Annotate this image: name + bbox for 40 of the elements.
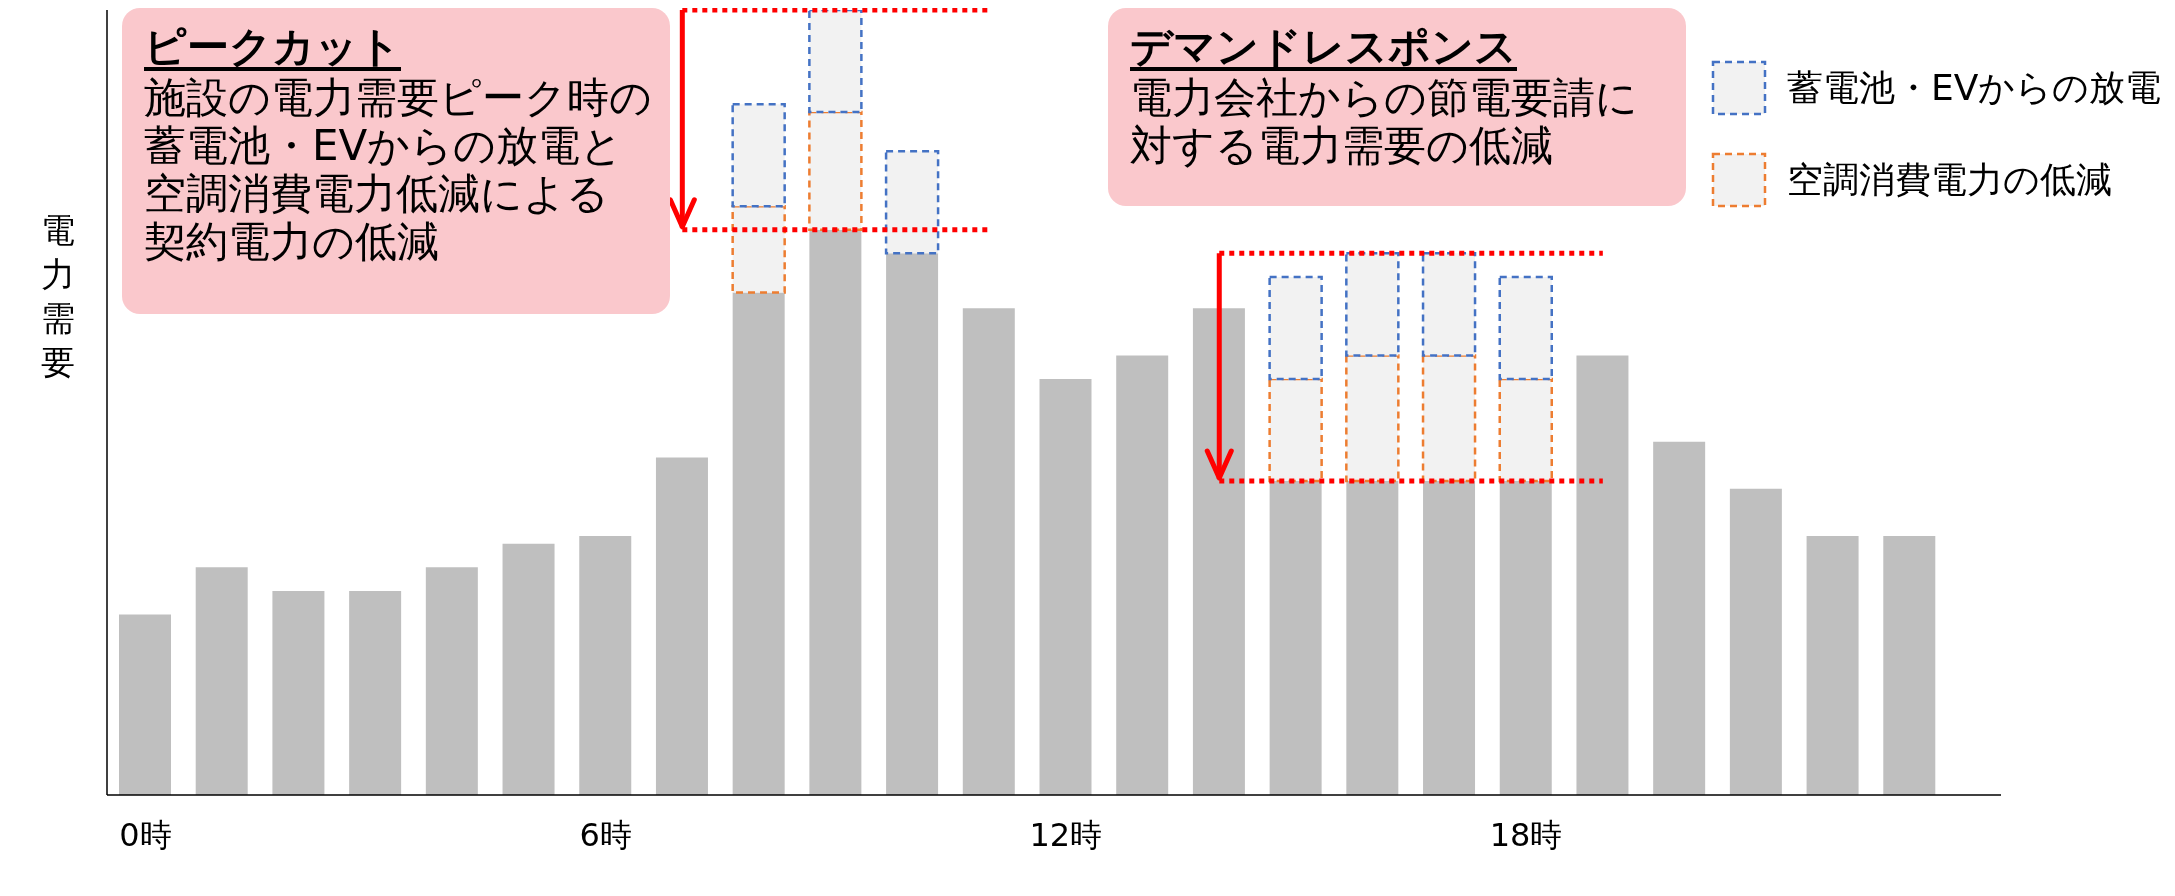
x-tick-label: 18時 (1489, 815, 1563, 854)
annotation: ピークカット (144, 21, 402, 73)
bar (272, 590, 325, 795)
bar (425, 567, 478, 795)
x-tick-label: 0時 (119, 815, 172, 854)
annotation: デマンドレスポンス (1130, 21, 1518, 73)
annotation: 対する電力需要の低減 (1130, 121, 1554, 170)
bar (655, 457, 708, 795)
bar (1346, 481, 1399, 795)
annotation: 蓄電池・EVからの放電と (144, 121, 625, 170)
bar (1729, 488, 1782, 795)
bar (1499, 481, 1552, 795)
bar (732, 292, 785, 795)
annotation: 空調消費電力低減による (144, 169, 610, 218)
x-tick-label: 6時 (579, 815, 632, 854)
legend-label: 蓄電池・EVからの放電 (1787, 65, 2162, 110)
bar (886, 253, 939, 795)
bar (1039, 378, 1092, 795)
annotation: 電力会社からの節電要請に (1130, 73, 1639, 122)
bar (1423, 481, 1476, 795)
bar (1116, 355, 1169, 795)
bar (579, 535, 632, 795)
bar (195, 567, 248, 795)
bar (884, 150, 940, 255)
bar (1806, 535, 1859, 795)
bar (502, 543, 555, 795)
legend-label: 空調消費電力の低減 (1787, 157, 2112, 202)
y-axis-title: 電力需要 (41, 209, 76, 384)
bar (1653, 441, 1706, 795)
bar (119, 614, 171, 795)
bar (1269, 481, 1322, 795)
bar (1883, 535, 1936, 795)
bar (349, 590, 402, 795)
bar (809, 229, 862, 795)
annotation: 施設の電力需要ピーク時の (144, 73, 653, 122)
bar (1576, 355, 1629, 795)
bar (962, 308, 1015, 795)
bar (1192, 308, 1245, 795)
x-tick-label: 12時 (1029, 815, 1103, 854)
annotation: 契約電力の低減 (144, 217, 440, 266)
